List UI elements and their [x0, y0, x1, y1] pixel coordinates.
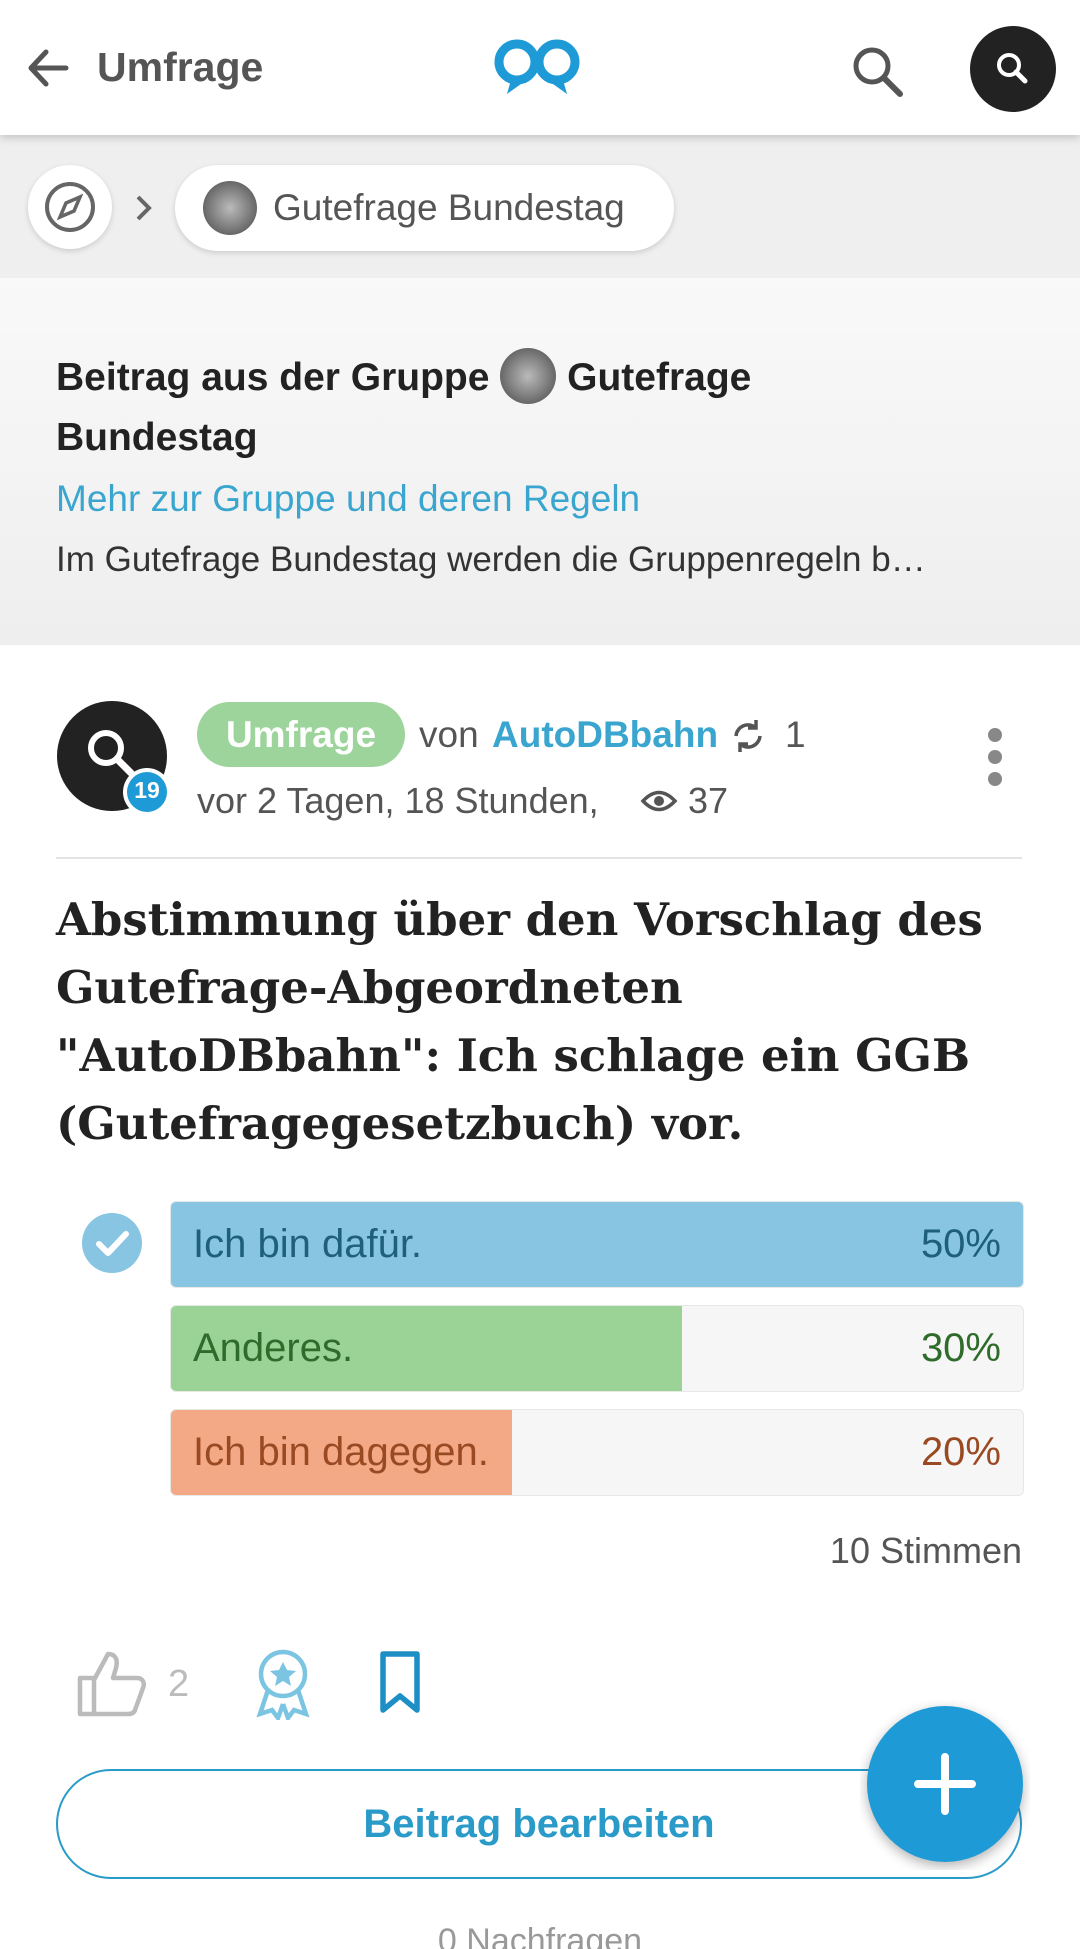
option-label: Ich bin dagegen. [193, 1430, 489, 1474]
poll-option[interactable]: Anderes. 30% [170, 1305, 1024, 1392]
group-heading: Beitrag aus der Gruppe Gutefrage Bundest… [56, 348, 856, 468]
poll-option[interactable]: Ich bin dagegen. 20% [170, 1409, 1024, 1496]
chevron [136, 195, 152, 221]
repost-count: 1 [785, 714, 806, 755]
profile-avatar[interactable] [968, 24, 1058, 114]
group-name: Gutefrage Bundestag [273, 187, 625, 228]
selected-check [82, 1213, 142, 1273]
heading-prefix: Beitrag aus der Gruppe [56, 356, 490, 399]
fab-add[interactable] [860, 1700, 1030, 1870]
group-avatar [500, 348, 557, 404]
explore-button[interactable] [28, 165, 112, 249]
breadcrumb-bar: Gutefrage Bundestag [0, 135, 1080, 278]
group-description: Im Gutefrage Bundestag werden die Gruppe… [56, 540, 926, 579]
repost-icon [734, 720, 762, 752]
option-percent: 50% [920, 1222, 1001, 1266]
poll-bar [171, 1306, 683, 1391]
group-avatar [203, 181, 257, 235]
group-info: Beitrag aus der Gruppe Gutefrage Bundest… [0, 278, 1080, 645]
group-chip[interactable]: Gutefrage Bundestag [175, 165, 674, 251]
option-label: Ich bin dafür. [193, 1222, 423, 1266]
search-button[interactable] [850, 44, 906, 100]
app-bar: Umfrage [0, 0, 1080, 135]
author-avatar[interactable] [56, 700, 176, 820]
option-percent: 20% [920, 1430, 1001, 1474]
poll-bar [171, 1202, 1023, 1287]
logo[interactable] [493, 36, 583, 102]
option-percent: 30% [920, 1326, 1001, 1370]
poll-option[interactable]: Ich bin dafür. 50% [170, 1201, 1024, 1288]
heading-group: Gutefrage Bundestag [56, 356, 752, 459]
option-label: Anderes. [193, 1326, 354, 1370]
post-tag: Umfrage [197, 702, 405, 767]
author-level: 19 [134, 777, 160, 803]
group-link[interactable]: Mehr zur Gruppe und deren Regeln [56, 478, 641, 519]
followups[interactable]: 0 Nachfragen [437, 1922, 643, 1949]
post-title: Abstimmung über den Vorschlag des Gutefr… [56, 893, 983, 1150]
award-button[interactable] [252, 1646, 314, 1720]
back-button[interactable] [26, 46, 70, 90]
more-menu[interactable] [980, 725, 1010, 795]
like-button[interactable] [76, 1648, 148, 1718]
poll-bar [171, 1410, 512, 1495]
divider [56, 857, 1022, 859]
view-count: 37 [688, 780, 729, 821]
post-time: vor 2 Tagen, 18 Stunden, [197, 780, 599, 821]
vote-count: 10 Stimmen [829, 1530, 1022, 1571]
views-icon [640, 790, 678, 812]
author-name[interactable]: AutoDBbahn [492, 714, 719, 755]
page-title: Umfrage [97, 44, 264, 90]
by-label: von [419, 714, 479, 755]
like-count: 2 [168, 1663, 190, 1705]
bookmark-button[interactable] [378, 1650, 422, 1716]
edit-button[interactable]: Beitrag bearbeiten [56, 1769, 1022, 1879]
